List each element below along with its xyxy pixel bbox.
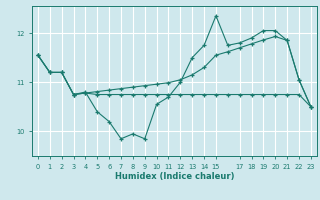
X-axis label: Humidex (Indice chaleur): Humidex (Indice chaleur) <box>115 172 234 181</box>
